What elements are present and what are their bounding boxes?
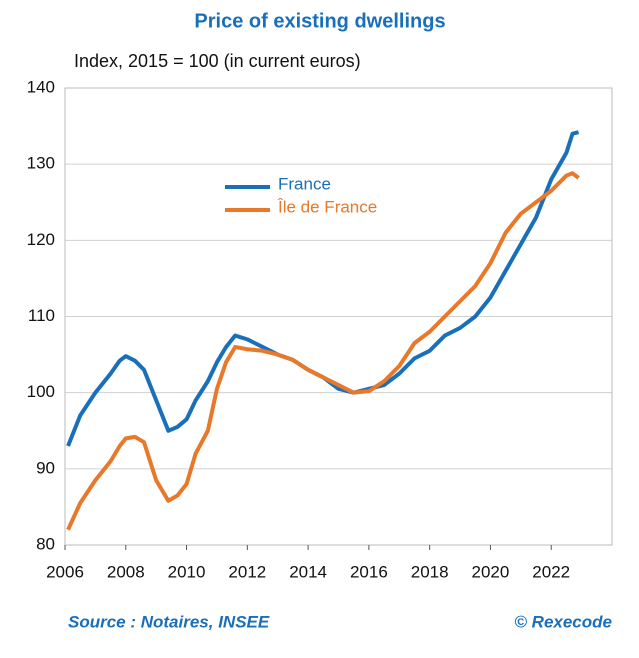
legend-label: Île de France [277,197,377,216]
y-tick-label: 110 [28,306,55,325]
x-tick-label: 2020 [472,562,510,581]
x-tick-label: 2016 [350,562,388,581]
plot-frame [64,87,613,546]
credit: © Rexecode [514,612,612,631]
series-line [66,171,580,531]
x-tick-label: 2022 [532,562,570,581]
x-tick-label: 2014 [289,562,327,581]
chart-subtitle: Index, 2015 = 100 (in current euros) [74,51,361,71]
y-tick-label: 130 [27,154,55,173]
y-tick-label: 140 [27,77,55,96]
y-tick-label: 80 [36,534,55,553]
chart-title: Price of existing dwellings [194,10,445,32]
y-tick-label: 90 [36,458,55,477]
y-tick-label: 100 [27,382,55,401]
x-tick-label: 2018 [411,562,449,581]
x-tick-label: 2010 [168,562,206,581]
x-tick-label: 2006 [46,562,84,581]
x-tick-label: 2012 [228,562,266,581]
legend-label: France [278,174,331,193]
y-tick-label: 120 [27,230,55,249]
x-tick-label: 2008 [107,562,145,581]
source: Source : Notaires, INSEE [68,612,270,631]
